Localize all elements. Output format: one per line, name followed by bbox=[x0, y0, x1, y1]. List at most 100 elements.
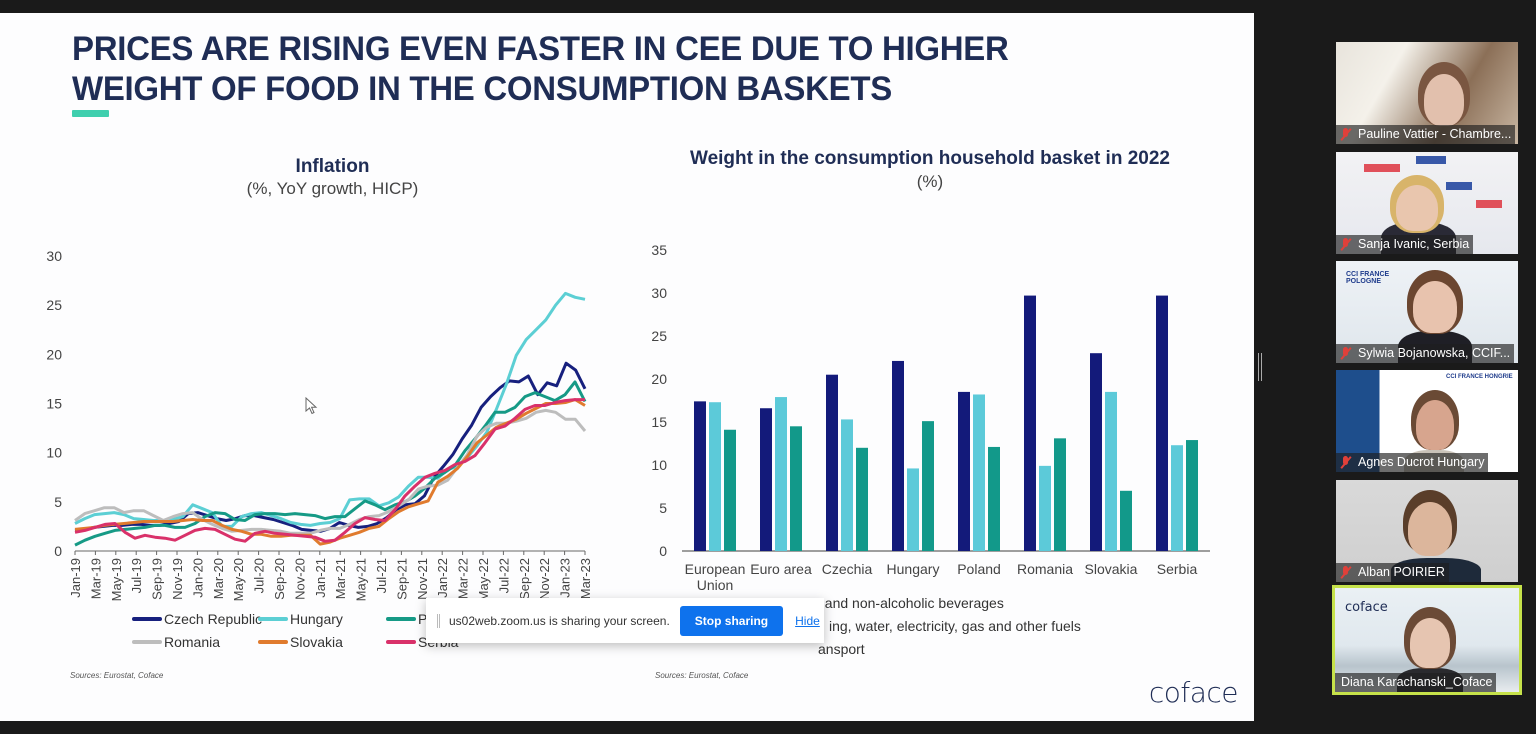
bar bbox=[973, 394, 985, 551]
mic-muted-icon bbox=[1340, 347, 1352, 360]
participant-video bbox=[1410, 618, 1450, 668]
legend-item: ansport bbox=[807, 641, 865, 657]
x-tick-label: Jan-19 bbox=[68, 558, 83, 598]
x-tick-label: Poland bbox=[957, 561, 1001, 577]
mic-muted-icon bbox=[1340, 128, 1352, 141]
x-tick-label: May-20 bbox=[231, 558, 246, 601]
x-tick-label: Mar-21 bbox=[333, 558, 348, 599]
x-tick-label: Serbia bbox=[1157, 561, 1198, 577]
x-tick-label: Jul-22 bbox=[496, 558, 511, 593]
x-tick-label: Sep-20 bbox=[272, 558, 287, 600]
bar bbox=[790, 426, 802, 551]
y-tick-label: 15 bbox=[651, 414, 667, 430]
legend-label: Czech Republic bbox=[164, 611, 263, 627]
x-tick-label: Jan-21 bbox=[313, 558, 328, 598]
series-line-romania bbox=[74, 408, 587, 535]
bar bbox=[760, 408, 772, 551]
x-tick-label: Nov-21 bbox=[415, 558, 430, 600]
bar bbox=[694, 401, 706, 551]
x-tick-label: Mar-22 bbox=[456, 558, 471, 599]
mouse-cursor-icon bbox=[305, 397, 318, 415]
bar bbox=[988, 446, 1000, 551]
y-tick-label: 15 bbox=[46, 396, 62, 412]
x-tick-label: Jan-22 bbox=[435, 558, 450, 598]
basket-source: Sources: Eurostat, Coface bbox=[655, 671, 749, 680]
title-accent-bar bbox=[72, 110, 109, 117]
x-tick-label: Jul-19 bbox=[129, 558, 144, 593]
legend-item: ing, water, electricity, gas and other f… bbox=[818, 618, 1081, 634]
x-tick-label: Sep-22 bbox=[517, 558, 532, 600]
x-tick-label: Sep-21 bbox=[394, 558, 409, 600]
participant-video bbox=[1408, 502, 1452, 556]
series-line-czech-republic bbox=[74, 361, 587, 533]
participant-name-label: Sanja Ivanic, Serbia bbox=[1336, 235, 1474, 254]
participant-name-label: Diana Karachanski_Coface bbox=[1335, 673, 1497, 692]
basket-legend: Food and non-alcoholic beverages ing, wat… bbox=[770, 581, 1170, 657]
x-tick-label: Nov-19 bbox=[170, 558, 185, 600]
drag-handle-icon[interactable] bbox=[437, 613, 440, 628]
participant-name-label: Alban POIRIER bbox=[1336, 563, 1449, 582]
legend-item: Slovakia bbox=[258, 634, 343, 650]
y-tick-label: 20 bbox=[46, 346, 62, 362]
y-tick-label: 30 bbox=[651, 285, 667, 301]
x-tick-label: European bbox=[685, 561, 746, 577]
y-tick-label: 0 bbox=[659, 543, 667, 559]
mic-muted-icon bbox=[1340, 566, 1352, 579]
legend-swatch bbox=[386, 617, 416, 621]
bar bbox=[709, 402, 721, 551]
legend-swatch bbox=[132, 640, 162, 644]
series-line-poland bbox=[74, 380, 587, 547]
y-tick-label: 10 bbox=[651, 457, 667, 473]
participant-tile-active-speaker[interactable]: coface Diana Karachanski_Coface bbox=[1332, 585, 1522, 695]
panel-resize-handle[interactable] bbox=[1258, 353, 1262, 381]
legend-label: ansport bbox=[818, 641, 865, 657]
hide-link[interactable]: Hide bbox=[795, 613, 820, 628]
bar bbox=[1120, 490, 1132, 551]
y-tick-label: 5 bbox=[54, 494, 62, 510]
bar bbox=[1054, 438, 1066, 551]
x-tick-label: Mar-19 bbox=[88, 558, 103, 599]
participant-video bbox=[1424, 74, 1464, 126]
participant-tile[interactable]: Pauline Vattier - Chambre... bbox=[1336, 42, 1518, 144]
x-tick-label: Slovakia bbox=[1085, 561, 1138, 577]
basket-chart-subtitle: (%) bbox=[916, 172, 944, 191]
inflation-chart-title: Inflation bbox=[295, 156, 370, 177]
participant-tile[interactable]: CCI FRANCE POLOGNE Sylwia Bojanowska, CCI… bbox=[1336, 261, 1518, 363]
mic-muted-icon bbox=[1340, 238, 1352, 251]
bar bbox=[1105, 391, 1117, 551]
y-tick-label: 20 bbox=[651, 371, 667, 387]
bar bbox=[1090, 353, 1102, 551]
y-tick-label: 5 bbox=[659, 500, 667, 516]
coface-logo: coface bbox=[1148, 676, 1239, 709]
participant-video bbox=[1413, 281, 1457, 333]
participant-tile[interactable]: Sanja Ivanic, Serbia bbox=[1336, 152, 1518, 254]
series-line-serbia bbox=[74, 398, 585, 543]
x-tick-label: Romania bbox=[1017, 561, 1073, 577]
participant-tile[interactable]: Alban POIRIER bbox=[1336, 480, 1518, 582]
bar bbox=[958, 391, 970, 551]
legend-label: P bbox=[418, 611, 428, 627]
inflation-legend: Czech RepublicHungaryPRomaniaSlovakiaSer… bbox=[0, 603, 620, 653]
x-tick-label: Euro area bbox=[750, 561, 812, 577]
stop-sharing-button[interactable]: Stop sharing bbox=[679, 605, 784, 636]
legend-swatch bbox=[258, 640, 288, 644]
y-tick-label: 35 bbox=[651, 242, 667, 258]
slide-title: PRICES ARE RISING EVEN FASTER IN CEE DUE… bbox=[72, 30, 1009, 108]
mic-muted-icon bbox=[1340, 456, 1352, 469]
legend-item: Romania bbox=[132, 634, 220, 650]
participant-tile[interactable]: CCI FRANCE HONGRIE Agnes Ducrot Hungary bbox=[1336, 370, 1518, 472]
x-tick-label: Hungary bbox=[887, 561, 940, 577]
inflation-chart-subtitle: (%, YoY growth, HICP) bbox=[246, 179, 419, 198]
x-tick-label: Union bbox=[697, 577, 734, 593]
bar bbox=[907, 468, 919, 551]
bar bbox=[724, 429, 736, 551]
y-tick-label: 25 bbox=[651, 328, 667, 344]
x-tick-label: May-19 bbox=[109, 558, 124, 601]
inflation-source: Sources: Eurostat, Coface bbox=[70, 671, 164, 680]
legend-item: Hungary bbox=[258, 611, 343, 627]
bar bbox=[826, 374, 838, 551]
bar bbox=[922, 421, 934, 551]
x-tick-label: May-21 bbox=[354, 558, 369, 601]
